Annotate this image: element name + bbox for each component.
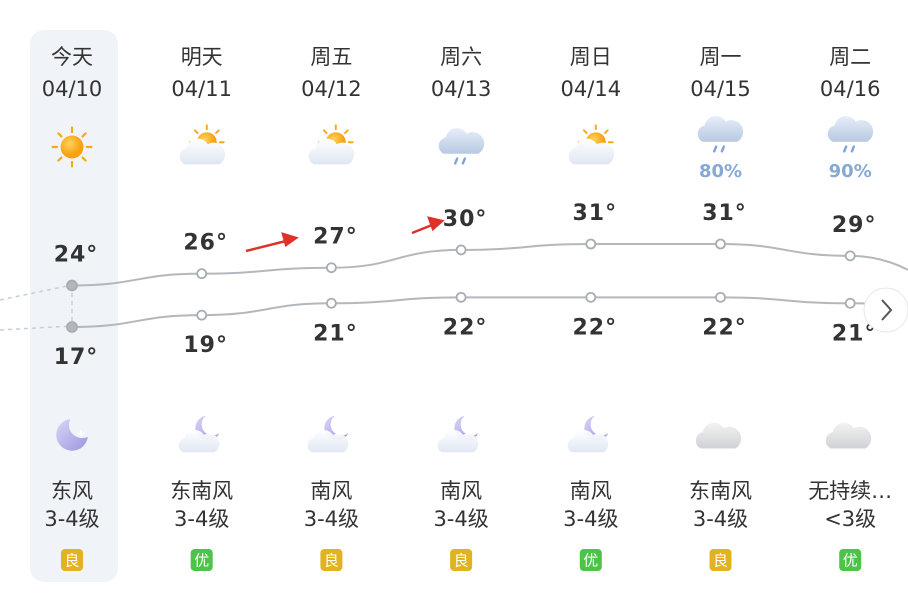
low-temp: 17°: [54, 345, 99, 370]
low-point: [66, 321, 78, 333]
low-point: [325, 297, 337, 309]
low-point: [196, 309, 208, 321]
day-name: 周一: [700, 45, 742, 69]
date: 04/16: [820, 77, 881, 101]
wind-level: 3-4级: [433, 507, 488, 531]
aqi-badge: [579, 549, 602, 571]
date: 04/11: [171, 77, 232, 101]
aqi-label: 良: [324, 552, 339, 570]
date: 04/12: [301, 77, 362, 101]
day-name: 今天: [51, 45, 93, 69]
next-button-bg[interactable]: [863, 287, 908, 333]
high-temp: 24°: [54, 243, 99, 268]
date: 04/13: [431, 77, 492, 101]
wind-direction: 南风: [570, 479, 612, 503]
date: 04/14: [561, 77, 622, 101]
wind-level: 3-4级: [44, 507, 99, 531]
aqi-label: 良: [64, 552, 79, 570]
day-icons: [51, 114, 874, 168]
day-name: 周五: [310, 45, 352, 69]
wind-level: 3-4级: [563, 507, 618, 531]
high-point: [325, 262, 337, 274]
wind-level: 3-4级: [304, 507, 359, 531]
day-name: 周二: [829, 45, 871, 69]
aqi-badge: [320, 549, 343, 571]
aqi-badge: [839, 549, 862, 571]
night-icons: [56, 415, 872, 453]
high-temp: 30°: [443, 207, 488, 232]
high-point: [844, 250, 856, 262]
high-point: [455, 244, 467, 256]
aqi-badge: [709, 549, 732, 571]
left-dashes: [0, 284, 73, 331]
aqi-badge: [61, 549, 83, 571]
wind-direction: 东南风: [170, 479, 233, 503]
low-temp: 22°: [572, 315, 617, 340]
low-point: [585, 291, 597, 303]
high-temp: 29°: [832, 213, 877, 238]
low-temp: 22°: [443, 315, 488, 340]
aqi-badge: [450, 549, 473, 571]
high-point: [66, 279, 78, 292]
high-temp: 31°: [572, 201, 617, 226]
date: 04/15: [690, 77, 751, 101]
low-point: [844, 297, 856, 309]
today-highlight: [30, 30, 118, 582]
wind-level: 3-4级: [174, 507, 229, 531]
low-point: [455, 291, 467, 303]
aqi-badge: [190, 549, 213, 571]
aqi-label: 优: [843, 552, 858, 570]
low-point: [715, 291, 726, 303]
wind-level: 3-4级: [693, 507, 748, 531]
wind-direction: 东南风: [689, 479, 752, 503]
day-name: 周日: [570, 45, 612, 69]
high-point: [585, 238, 597, 250]
low-temp: 19°: [183, 333, 228, 358]
annotation-arrows: [245, 216, 445, 253]
high-temp: 26°: [183, 231, 228, 256]
next-button[interactable]: [863, 287, 908, 333]
low-temp: 21°: [832, 321, 877, 346]
low-temp: 21°: [313, 321, 358, 346]
aqi-label: 良: [454, 552, 469, 570]
wind-direction: 无持续…: [808, 479, 892, 503]
low-temp: 22°: [702, 315, 747, 340]
day-name: 周六: [440, 45, 482, 69]
temp-line-ext: [850, 254, 908, 271]
chevron[interactable]: [881, 299, 893, 321]
day-name: 明天: [181, 45, 223, 69]
high-point: [196, 268, 208, 280]
wind-level: <3级: [824, 507, 876, 531]
aqi-label: 良: [713, 552, 728, 570]
high-temp: 27°: [313, 225, 358, 250]
date: 04/10: [42, 77, 103, 101]
aqi-label: 优: [194, 552, 209, 570]
high-temp: 31°: [702, 201, 747, 226]
aqi-label: 优: [583, 552, 598, 570]
wind-direction: 东风: [51, 479, 93, 503]
wind-direction: 南风: [310, 479, 352, 503]
high-point: [715, 238, 726, 250]
wind-direction: 南风: [440, 479, 482, 503]
precip-chance: 80%: [699, 161, 742, 182]
precip-chance: 90%: [829, 161, 872, 182]
